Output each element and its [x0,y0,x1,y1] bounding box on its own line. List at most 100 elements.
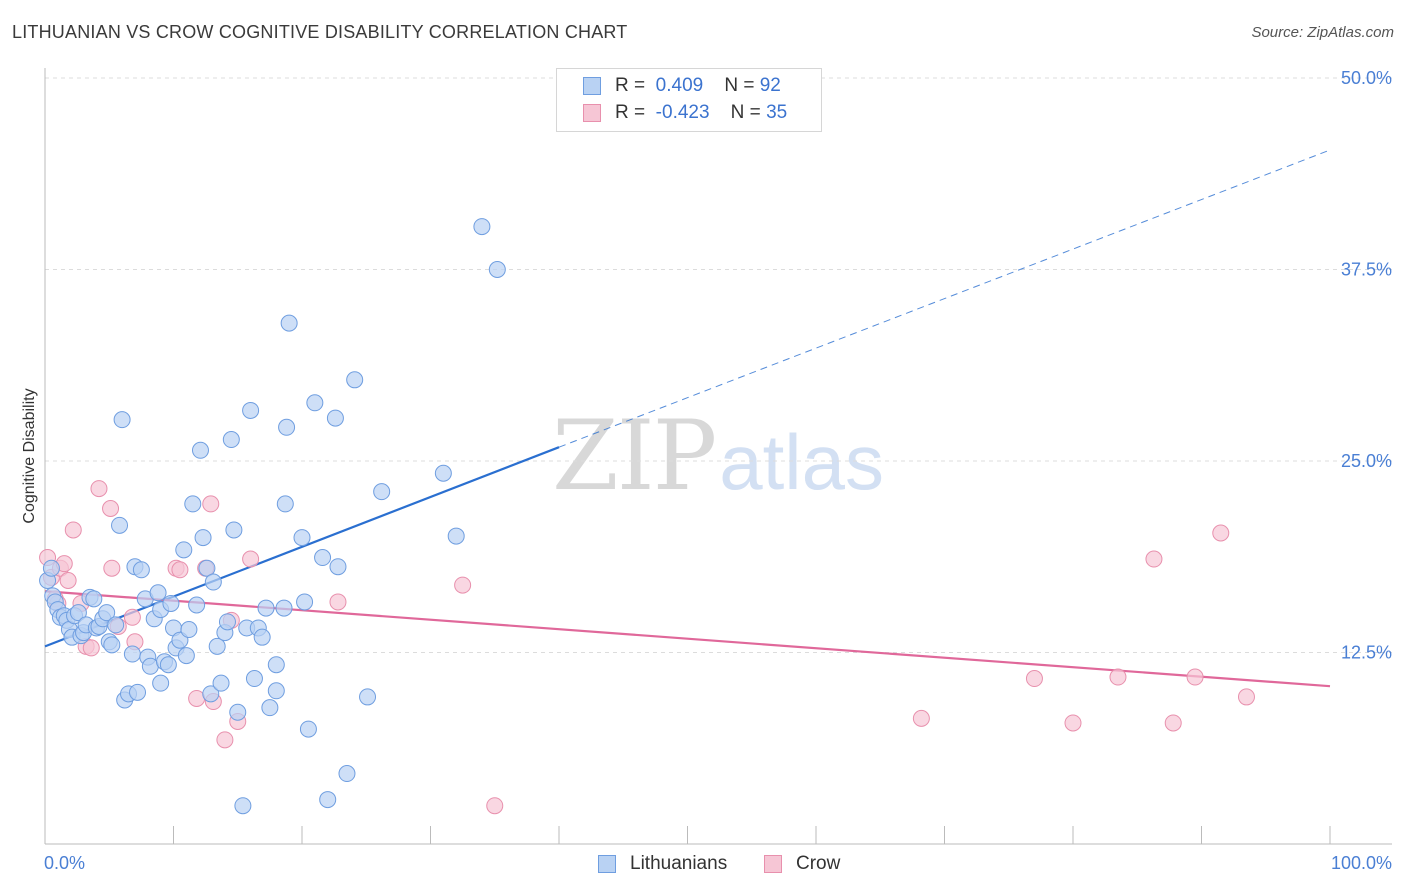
source-note: Source: ZipAtlas.com [1251,24,1394,41]
legend-r-value: 0.409 [655,75,704,96]
point-lithuanians [149,584,167,602]
legend-n-value: 35 [766,102,788,123]
point-lithuanians [319,791,337,809]
legend-r-label: R = [615,102,646,123]
point-lithuanians [257,599,275,617]
point-crow [1237,688,1255,706]
point-crow [123,608,141,626]
point-lithuanians [175,541,193,559]
point-lithuanians [132,561,150,579]
y-tick-label: 37.5% [1341,260,1392,280]
point-lithuanians [69,604,87,622]
point-crow [82,639,100,657]
point-lithuanians [326,409,344,427]
trend-line-lithuanians [44,446,560,648]
point-lithuanians [202,685,220,703]
point-crow [486,797,504,815]
point-lithuanians [103,636,121,654]
point-lithuanians [488,261,506,278]
point-crow [171,561,189,579]
point-crow [1145,550,1163,568]
point-crow [1212,524,1230,542]
legend-text-lithuanians: R = 0.409 N = 92 [615,75,781,97]
legend-n-label: N = [730,102,761,123]
point-lithuanians [338,765,356,783]
y-tick-label: 50.0% [1341,68,1392,88]
y-tick-label: 25.0% [1341,451,1392,471]
point-crow [329,593,347,611]
point-lithuanians [293,529,311,547]
point-lithuanians [159,656,177,674]
point-lithuanians [85,590,103,608]
point-lithuanians [111,516,129,534]
point-crow [188,689,206,707]
point-lithuanians [141,657,159,675]
watermark: ZIPatlas [552,400,884,512]
point-lithuanians [184,495,202,513]
point-crow [1064,714,1082,732]
point-lithuanians [276,495,294,513]
point-lithuanians [107,616,125,634]
legend-r-label: R = [615,75,646,96]
point-lithuanians [129,683,147,701]
legend-swatch-lithuanians [583,77,601,95]
axes [44,68,1392,845]
point-lithuanians [299,720,317,738]
trend-line-crow [44,590,1331,688]
point-lithuanians [447,527,465,545]
point-crow [90,480,108,498]
point-lithuanians [208,637,226,655]
tick-labels: 12.5% 25.0% 37.5% 50.0% 0.0% 100.0% [44,68,1392,873]
point-crow [102,499,120,517]
point-lithuanians [296,593,314,611]
point-lithuanians [191,441,209,459]
bottom-legend-swatch-crow [764,855,782,873]
x-tick-label-max: 100.0% [1331,853,1392,873]
x-tick-label-min: 0.0% [44,853,85,873]
point-lithuanians [261,699,279,717]
point-lithuanians [42,559,60,577]
point-lithuanians [234,797,252,815]
watermark-atlas: atlas [719,418,884,506]
legend-swatch-crow [583,104,601,122]
point-lithuanians [267,682,285,700]
point-lithuanians [280,314,298,332]
point-lithuanians [346,371,364,389]
point-crow [912,709,930,727]
bottom-legend-swatch-lithuanians [598,855,616,873]
point-lithuanians [225,521,243,539]
bottom-legend-label-lithuanians: Lithuanians [630,853,728,874]
point-lithuanians [194,529,212,547]
point-lithuanians [267,656,285,674]
point-lithuanians [242,401,260,419]
point-lithuanians [198,559,216,577]
point-crow [64,521,82,539]
legend-n-label: N = [724,75,755,96]
point-lithuanians [180,621,198,639]
data-points [39,218,1255,815]
y-tick-label: 12.5% [1341,643,1392,663]
trend-lines [44,149,1331,688]
point-lithuanians [162,594,180,612]
point-lithuanians [188,596,206,614]
chart-title: LITHUANIAN VS CROW COGNITIVE DISABILITY … [12,22,628,42]
point-lithuanians [123,645,141,663]
point-crow [1164,714,1182,732]
point-lithuanians [275,599,293,617]
legend-text-crow: R = -0.423 N = 35 [615,102,787,124]
point-lithuanians [222,431,240,449]
point-crow [103,559,121,577]
legend-box: R = 0.409 N = 92 R = -0.423 N = 35 [556,68,822,132]
bottom-legend-label-crow: Crow [796,853,841,874]
point-crow [1109,668,1127,686]
point-crow [454,576,472,594]
point-crow [1186,668,1204,686]
point-lithuanians [229,703,247,721]
point-lithuanians [253,628,271,646]
legend-r-value: -0.423 [655,102,710,123]
y-axis-label: Cognitive Disability [21,388,38,523]
point-lithuanians [359,688,377,706]
point-lithuanians [278,418,296,436]
point-lithuanians [306,394,324,412]
point-lithuanians [212,674,230,692]
